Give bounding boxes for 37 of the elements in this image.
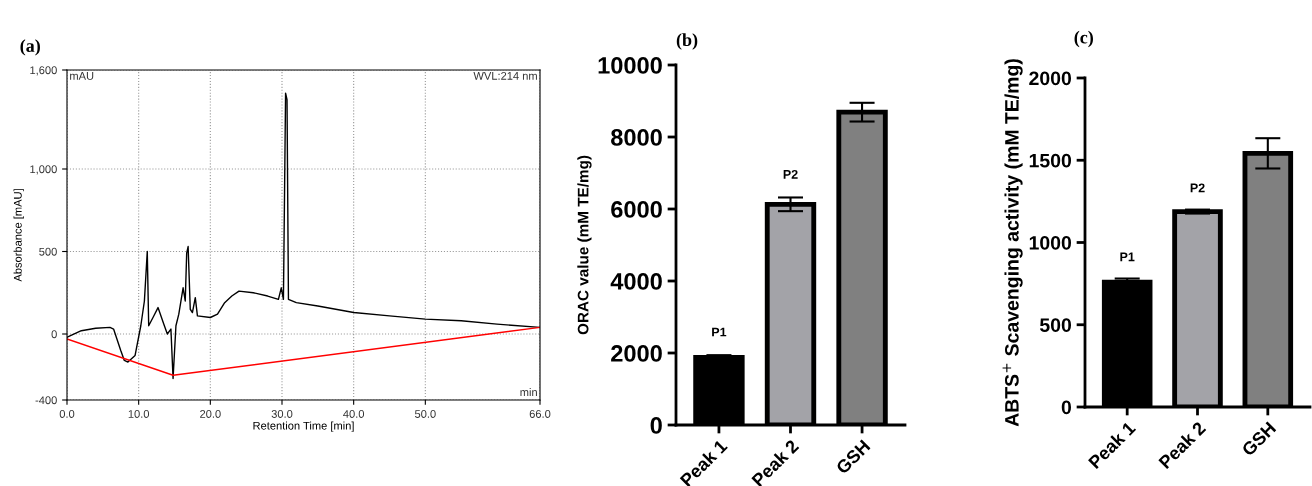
y-tick-label: 0 [51, 330, 57, 339]
y-tick-label: 0 [650, 417, 662, 434]
annotation: P2 [1190, 183, 1205, 193]
y-tick-label: -400 [35, 396, 57, 405]
y-tick-label: 1000 [1029, 235, 1072, 250]
x-tick-label: 20.0 [200, 410, 221, 418]
x-tick-label: 0.0 [59, 410, 75, 418]
y-tick-label: 6000 [611, 201, 662, 218]
x-tick-label: 66.0 [529, 410, 551, 418]
annotation: mAU [70, 72, 94, 80]
y-tick-label: 500 [39, 247, 57, 256]
annotation: P1 [1120, 252, 1135, 262]
y-tick-label: 1,000 [30, 165, 57, 175]
x-axis-title: Retention Time [min] [253, 421, 354, 432]
annotation: P2 [783, 169, 798, 179]
y-tick-label: 8000 [611, 129, 662, 146]
x-tick-label: 40.0 [343, 410, 365, 418]
annotation: WVL:214 nm [473, 71, 537, 80]
chart-title: (c) [1074, 30, 1093, 48]
y-tick-label: 500 [1039, 318, 1072, 332]
y-tick-label: 10000 [598, 57, 662, 74]
y-tick-label: 1500 [1029, 153, 1072, 168]
x-tick-label: 30.0 [271, 410, 293, 418]
annotation: min [520, 387, 537, 397]
y-axis-title: Absorbance [mAU] [13, 189, 24, 282]
y-axis-title: ABTS$^{+}$ Scavenging activity (mM TE/mg) [1002, 59, 1023, 427]
y-tick-label: 2000 [611, 345, 662, 362]
y-tick-label: 0 [1061, 400, 1072, 415]
chart-title: (b) [676, 33, 698, 50]
y-tick-label: 1,600 [30, 66, 57, 76]
y-tick-label: 2000 [1029, 71, 1072, 86]
annotation: P1 [712, 327, 727, 337]
y-axis-title: ORAC value (mM TE/mg) [577, 155, 592, 335]
chart-title: (a) [20, 39, 40, 56]
y-tick-label: 4000 [610, 273, 662, 290]
x-tick-label: 10.0 [128, 410, 150, 418]
x-tick-label: 50.0 [414, 410, 436, 418]
